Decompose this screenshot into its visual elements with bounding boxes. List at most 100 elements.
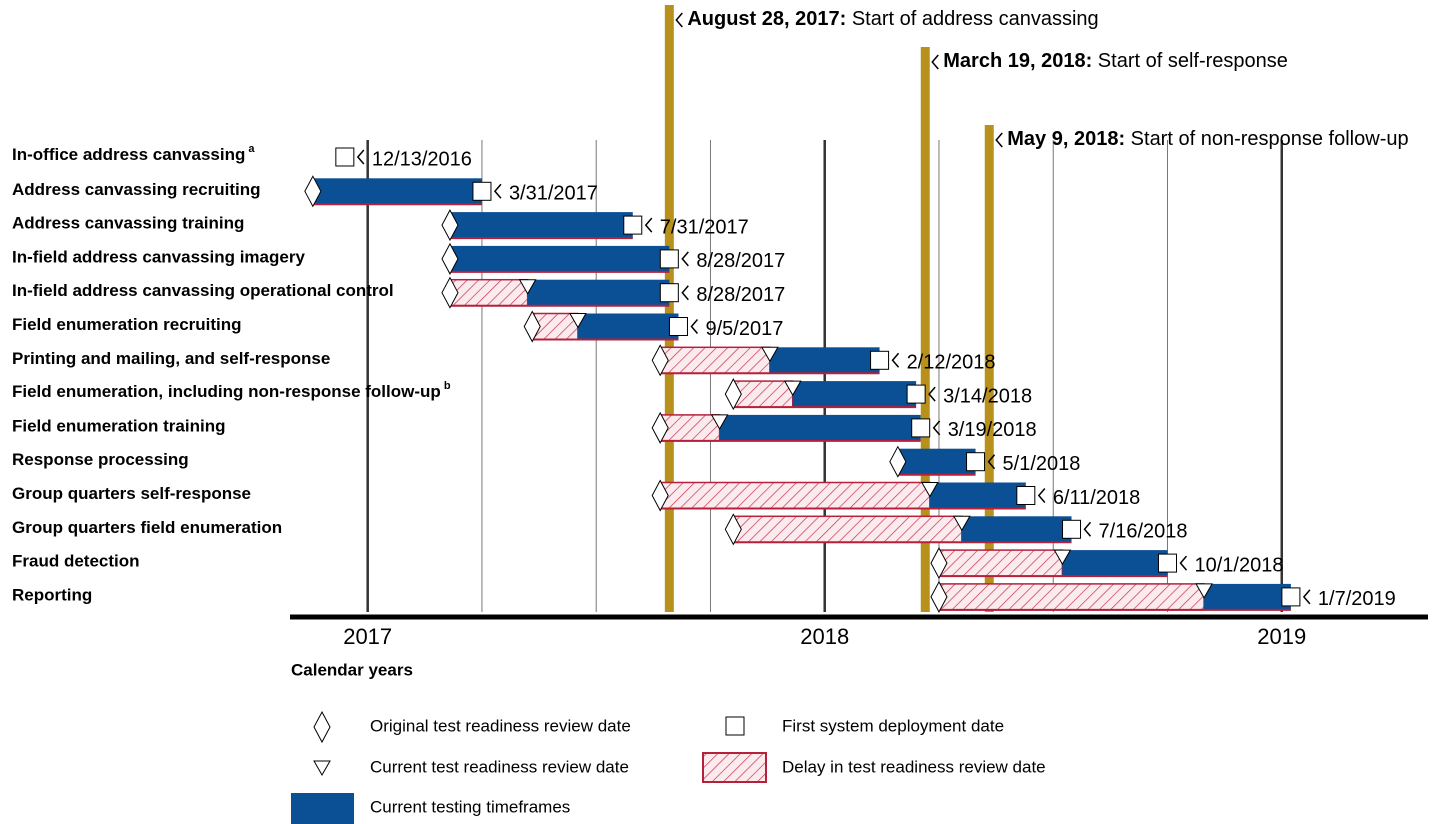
delay-bar (659, 346, 771, 375)
legend: Original test readiness review date Curre… (291, 710, 1046, 824)
legend-label: Current test readiness review date (370, 757, 629, 776)
footnote-marker: b (441, 380, 451, 392)
milestone-bar (984, 125, 994, 612)
testing-bar (792, 381, 917, 408)
deployment-date-label: 3/19/2018 (948, 419, 1037, 441)
deployment-marker (906, 384, 926, 404)
current-review-marker (952, 515, 971, 532)
deployment-marker (1281, 587, 1301, 607)
original-review-marker (651, 344, 669, 377)
delay-bar (732, 380, 794, 408)
current-review-marker (518, 279, 537, 295)
footnote-marker: a (245, 143, 255, 155)
original-review-marker (930, 580, 948, 613)
grid: 2017 2018 2019 (290, 140, 1428, 649)
delay-bar (732, 515, 963, 544)
pointer (675, 12, 683, 28)
original-review-marker (651, 479, 669, 512)
task-label: In-field address canvassing imagery (12, 247, 305, 266)
original-review-marker (724, 378, 742, 411)
task-label: Field enumeration, including non-respons… (12, 380, 451, 402)
original-review-marker (304, 175, 322, 208)
pointer (987, 454, 996, 470)
milestone-text: Start of address canvassing (846, 8, 1098, 30)
deployment-marker (623, 215, 643, 235)
task-label: Fraud detection (12, 552, 140, 571)
deployment-marker (472, 181, 492, 201)
task-label: Field enumeration training (12, 416, 225, 435)
deployment-date-label: 12/13/2016 (372, 148, 472, 170)
legend-swatch (291, 793, 354, 824)
task-label: Printing and mailing, and self-response (12, 349, 330, 368)
original-review-marker (441, 242, 459, 275)
original-review-marker (441, 276, 459, 309)
original-review-marker (441, 209, 459, 242)
milestones: August 28, 2017: Start of address canvas… (664, 5, 1409, 612)
deployment-marker (725, 716, 745, 736)
milestone-date: August 28, 2017: (687, 8, 846, 30)
milestone-bar (920, 47, 930, 612)
deployment-marker (335, 147, 355, 167)
task-name: Field enumeration, including non-respons… (12, 383, 441, 402)
deployment-date-label: 5/1/2018 (1003, 453, 1081, 475)
deployment-date-label: 1/7/2019 (1318, 588, 1396, 610)
pointer (891, 352, 900, 368)
task-label: Address canvassing recruiting (12, 180, 260, 199)
pointer (493, 183, 502, 199)
legend-label: Delay in test readiness review date (782, 757, 1046, 776)
current-review-marker (313, 760, 331, 777)
deployment-marker (1016, 486, 1036, 505)
delay-bar (659, 481, 931, 510)
legend-label: Original test readiness review date (370, 716, 631, 735)
milestone-label-bg (931, 49, 942, 75)
task-label: Address canvassing training (12, 214, 244, 233)
task-label: Group quarters self-response (12, 484, 251, 503)
current-review-marker (783, 380, 802, 397)
deployment-marker (659, 249, 679, 269)
testing-bar (449, 212, 633, 239)
pointer (1302, 589, 1311, 605)
original-review-marker (724, 513, 742, 546)
testing-bar (577, 313, 679, 340)
pointer (932, 420, 941, 436)
testing-bar (312, 178, 482, 205)
original-review-marker (930, 547, 948, 580)
task-label: Reporting (12, 585, 92, 604)
original-review-marker (523, 310, 541, 343)
x-tick-label: 2018 (800, 624, 849, 649)
current-review-marker (1195, 583, 1213, 599)
milestone-text: Start of self-response (1092, 50, 1288, 72)
deployment-date-label: 7/16/2018 (1099, 521, 1188, 543)
milestone-label: May 9, 2018: Start of non-response follo… (1007, 128, 1408, 150)
testing-bar (527, 279, 670, 306)
testing-bar (897, 448, 976, 475)
delay-bar (938, 583, 1205, 611)
deployment-date-label: 9/5/2017 (705, 318, 783, 340)
current-review-marker (920, 482, 939, 498)
milestone-label: August 28, 2017: Start of address canvas… (687, 8, 1098, 30)
x-axis-label: Calendar years (291, 660, 413, 679)
deployment-date-label: 8/28/2017 (696, 250, 785, 272)
rows: In-office address canvassing a 12/13/2016… (12, 143, 1396, 613)
deployment-date-label: 6/11/2018 (1053, 487, 1141, 509)
original-review-marker (313, 710, 331, 744)
milestone-label: March 19, 2018: Start of self-response (943, 50, 1288, 72)
current-review-marker (761, 346, 779, 363)
testing-bar (449, 245, 670, 272)
deployment-marker (1062, 519, 1082, 539)
delay-bar (938, 549, 1064, 577)
legend-swatch (702, 752, 767, 783)
legend-label: Current testing timeframes (370, 797, 570, 816)
task-label: In-field address canvassing operational … (12, 281, 394, 300)
deployment-date-label: 8/28/2017 (696, 284, 785, 306)
pointer (928, 386, 936, 402)
deployment-date-label: 3/31/2017 (509, 183, 598, 205)
deployment-marker (911, 418, 931, 438)
original-review-marker (889, 445, 907, 478)
milestone-label-bg (675, 7, 686, 33)
testing-bar (1062, 550, 1168, 577)
legend-label: First system deployment date (782, 716, 1004, 735)
current-review-marker (710, 414, 729, 430)
x-tick-label: 2019 (1257, 624, 1306, 649)
milestone-date: May 9, 2018: (1007, 128, 1125, 150)
